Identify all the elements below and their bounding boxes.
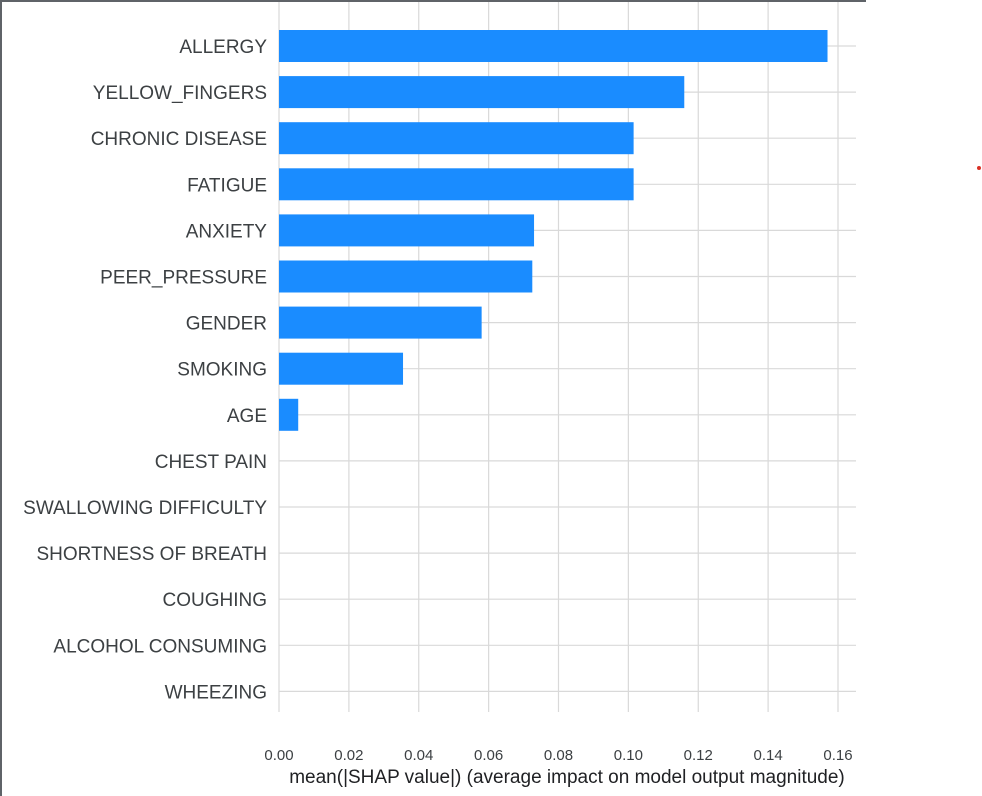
x-axis-title: mean(|SHAP value|) (average impact on mo… [289,767,845,788]
category-label: SMOKING [177,360,267,381]
category-label: GENDER [186,314,267,335]
category-label: AGE [227,406,267,427]
x-tick-label: 0.12 [684,747,713,764]
category-label: CHEST PAIN [155,452,267,473]
category-label: YELLOW_FINGERS [93,83,267,104]
frame-border-top [0,0,866,2]
category-labels: ALLERGY YELLOW_FINGERS CHRONIC DISEASE FATI… [23,37,267,703]
frame-border-left [0,0,2,796]
category-label: ANXIETY [186,221,268,242]
category-label: FATIGUE [187,175,267,196]
category-label: SHORTNESS OF BREATH [37,544,268,565]
bars [279,30,828,431]
bar [279,214,535,247]
marker-dot [977,166,981,170]
x-tick-label: 0.14 [754,747,783,764]
category-label: COUGHING [163,590,268,611]
bar [279,306,482,339]
x-tick-label: 0.06 [474,747,503,764]
bar [279,30,828,62]
bar [279,398,299,431]
x-tick-label: 0.08 [544,747,573,764]
category-label: CHRONIC DISEASE [91,129,267,150]
x-tick-label: 0.16 [823,747,852,764]
bar [279,168,634,201]
bar [279,260,533,293]
bar [279,122,634,155]
bar [279,352,404,385]
category-label: WHEEZING [165,682,267,703]
bar [279,76,685,109]
category-label: ALCOHOL CONSUMING [53,636,267,657]
x-tick-label: 0.00 [264,747,293,764]
category-label: PEER_PRESSURE [100,268,267,289]
category-label: SWALLOWING DIFFICULTY [23,498,267,519]
x-tick-label: 0.04 [404,747,433,764]
x-tick-label: 0.02 [334,747,363,764]
x-tick-label: 0.10 [614,747,643,764]
category-label: ALLERGY [179,37,267,58]
x-tick-labels: 0.00 0.02 0.04 0.06 0.08 0.10 0.12 0.14 0.16 [264,747,852,764]
